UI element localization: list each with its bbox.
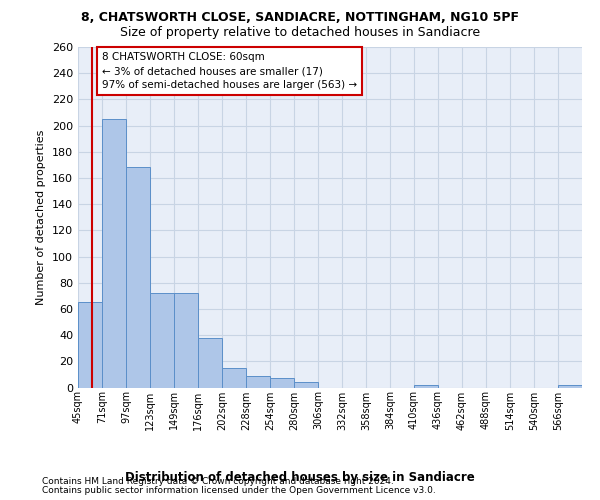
Text: 8, CHATSWORTH CLOSE, SANDIACRE, NOTTINGHAM, NG10 5PF: 8, CHATSWORTH CLOSE, SANDIACRE, NOTTINGH… (81, 11, 519, 24)
Text: 8 CHATSWORTH CLOSE: 60sqm
← 3% of detached houses are smaller (17)
97% of semi-d: 8 CHATSWORTH CLOSE: 60sqm ← 3% of detach… (102, 52, 357, 90)
Bar (558, 385, 582, 388)
Text: Contains public sector information licensed under the Open Government Licence v3: Contains public sector information licen… (42, 486, 436, 495)
Bar (174, 293, 198, 388)
Bar (78, 302, 102, 388)
Bar (222, 368, 246, 388)
Bar (126, 168, 150, 388)
Bar (270, 378, 294, 388)
Bar (150, 293, 174, 388)
Bar (414, 385, 438, 388)
Bar (198, 338, 222, 388)
Text: Distribution of detached houses by size in Sandiacre: Distribution of detached houses by size … (125, 472, 475, 484)
Text: Contains HM Land Registry data © Crown copyright and database right 2024.: Contains HM Land Registry data © Crown c… (42, 477, 394, 486)
Y-axis label: Number of detached properties: Number of detached properties (37, 130, 46, 305)
Bar (246, 376, 270, 388)
Bar (294, 382, 318, 388)
Text: Size of property relative to detached houses in Sandiacre: Size of property relative to detached ho… (120, 26, 480, 39)
Bar (102, 119, 126, 388)
